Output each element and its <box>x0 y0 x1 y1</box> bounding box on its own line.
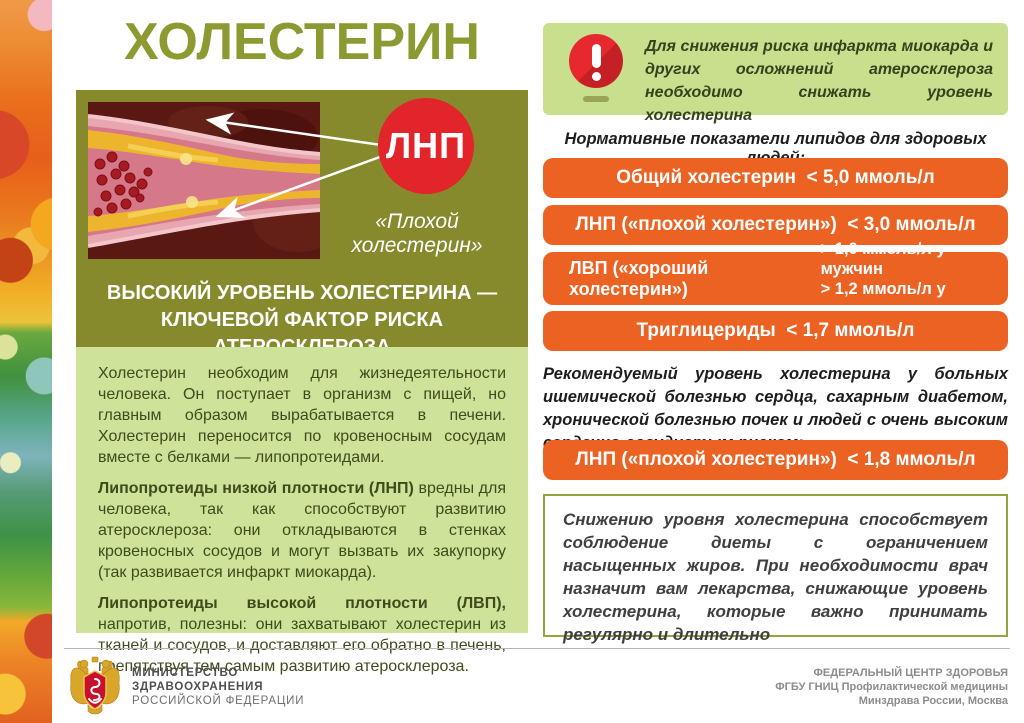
intro-paragraph-3: Липопротеиды высокой плотности (ЛВП), на… <box>98 595 506 675</box>
decorative-mosaic-strip <box>0 0 52 723</box>
coat-of-arms-icon <box>70 656 120 715</box>
intro-panel: Холестерин необходим для жизнедеятельнос… <box>76 347 528 675</box>
warning-icon-shadow <box>583 96 609 102</box>
norm-bar-label: Триглицериды < 1,7 ммоль/л <box>636 320 915 341</box>
hero-caption: «Плохой холестерин» <box>351 210 483 257</box>
norm-bar-triglycerides: Триглицериды < 1,7 ммоль/л <box>543 311 1008 351</box>
ministry-line1: МИНИСТЕРСТВО <box>132 667 239 679</box>
ministry-line3: РОССИЙСКОЙ ФЕДЕРАЦИИ <box>132 695 305 707</box>
ministry-block: МИНИСТЕРСТВО ЗДРАВООХРАНЕНИЯ РОССИЙСКОЙ … <box>132 666 304 708</box>
alert-text: Для снижения риска инфаркта миокарда и д… <box>645 38 993 124</box>
warning-icon <box>567 32 627 106</box>
norm-bar-label: ЛВП («хороший холестерин») <box>569 257 709 299</box>
hero-heading-line1: ВЫСОКИЙ УРОВЕНЬ ХОЛЕСТЕРИНА — <box>106 282 498 304</box>
federal-center-line2: ФГБУ ГНИЦ Профилактической медицины <box>775 681 1008 693</box>
norm-bar-label: Общий холестерин < 5,0 ммоль/л <box>616 167 935 188</box>
footer-divider <box>64 648 1010 649</box>
lnp-definition-lead: Липопротеиды низкой плотности (ЛНП) <box>98 480 414 497</box>
norm-bar-total-cholesterol: Общий холестерин < 5,0 ммоль/л <box>543 158 1008 198</box>
federal-center-block: ФЕДЕРАЛЬНЫЙ ЦЕНТР ЗДОРОВЬЯ ФГБУ ГНИЦ Про… <box>608 666 1008 708</box>
page-title: ХОЛЕСТЕРИН <box>124 13 480 71</box>
norm-bar-label: ЛНП («плохой холестерин») < 3,0 ммоль/л <box>575 214 976 235</box>
lvp-definition-lead: Липопротеиды высокой плотности (ЛВП), <box>98 595 506 612</box>
warning-circle <box>569 34 623 88</box>
lnp-badge-label: ЛНП <box>385 125 467 166</box>
intro-paragraph-2: Липопротеиды низкой плотности (ЛНП) вред… <box>98 480 506 581</box>
lnp-pointer-arrows <box>205 112 389 219</box>
intro-paragraph-1: Холестерин необходим для жизнедеятельнос… <box>98 365 506 466</box>
norm-bar-values: > 1,0 ммоль/л у мужчин > 1,2 ммоль/л у ж… <box>821 239 996 319</box>
norm-bar-lvp: ЛВП («хороший холестерин») > 1,0 ммоль/л… <box>543 240 1008 318</box>
hero-panel: ЛНП «Плохой холестерин» ВЫСОКИЙ УРОВЕНЬ … <box>76 90 528 358</box>
norm-bar-value-men: > 1,0 ммоль/л у мужчин <box>820 239 946 278</box>
norm-bar-lnp: ЛНП («плохой холестерин») < 3,0 ммоль/л <box>543 205 1008 245</box>
recommended-bar-label: ЛНП («плохой холестерин») < 1,8 ммоль/л <box>575 449 976 470</box>
advice-text: Снижению уровня холестерина способствует… <box>563 510 988 644</box>
federal-center-line3: Минздрава России, Москва <box>858 695 1008 707</box>
alert-panel: Для снижения риска инфаркта миокарда и д… <box>543 23 1008 124</box>
advice-panel: Снижению уровня холестерина способствует… <box>543 494 1008 644</box>
lnp-badge: ЛНП <box>378 98 474 194</box>
recommended-bar-lnp: ЛНП («плохой холестерин») < 1,8 ммоль/л <box>543 440 1008 480</box>
exclamation-dot <box>592 72 601 81</box>
exclamation-bar <box>592 44 601 68</box>
ministry-line2: ЗДРАВООХРАНЕНИЯ <box>132 681 264 693</box>
federal-center-line1: ФЕДЕРАЛЬНЫЙ ЦЕНТР ЗДОРОВЬЯ <box>813 667 1008 679</box>
